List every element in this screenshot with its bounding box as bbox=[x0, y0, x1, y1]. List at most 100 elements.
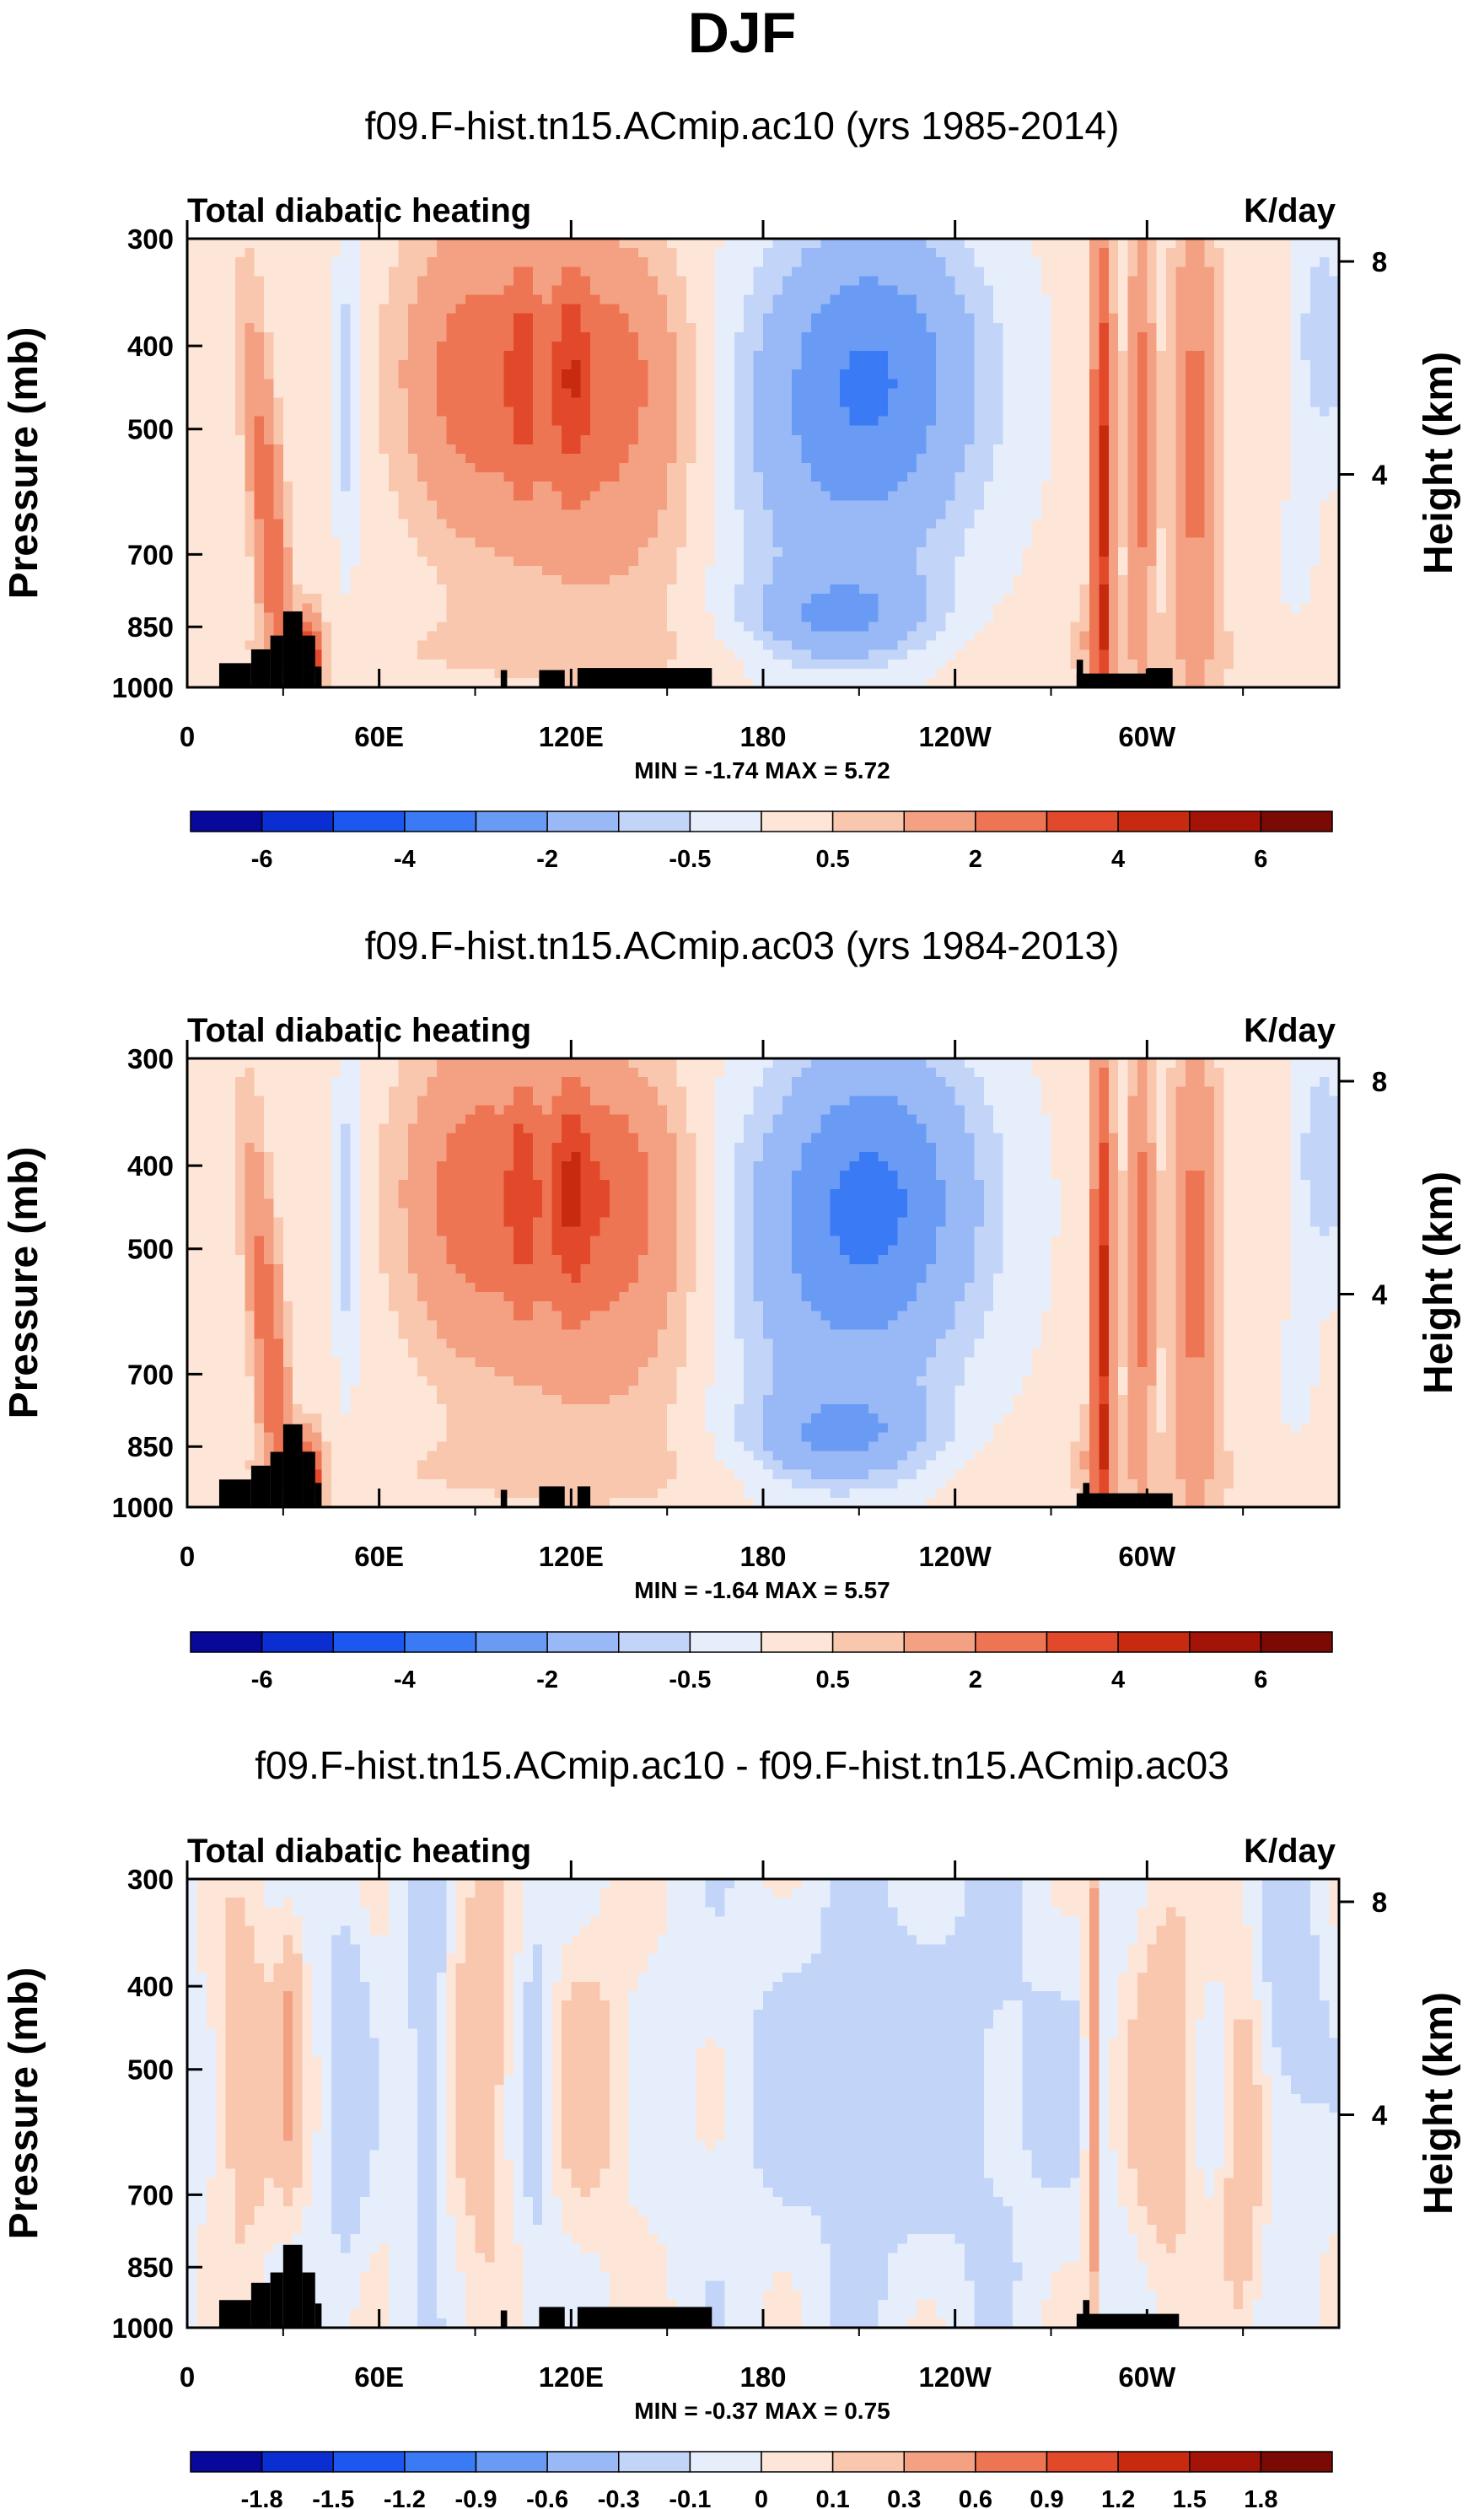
contour-cell bbox=[753, 659, 764, 670]
contour-cell bbox=[1060, 248, 1072, 258]
contour-cell bbox=[455, 463, 466, 473]
contour-cell bbox=[350, 407, 361, 417]
contour-cell bbox=[648, 659, 659, 670]
contour-cell bbox=[234, 463, 246, 473]
contour-cell bbox=[705, 285, 716, 296]
contour-cell bbox=[906, 434, 917, 445]
contour-cell bbox=[820, 304, 831, 315]
contour-cell bbox=[830, 351, 841, 361]
contour-cell bbox=[840, 369, 851, 380]
contour-cell bbox=[216, 369, 227, 380]
contour-cell bbox=[398, 594, 409, 605]
contour-cell bbox=[753, 565, 764, 576]
contour-cell bbox=[1147, 444, 1158, 455]
contour-cell bbox=[744, 491, 755, 502]
contour-cell bbox=[648, 322, 659, 333]
contour-cell bbox=[1099, 379, 1110, 390]
contour-cell bbox=[264, 546, 275, 557]
contour-cell bbox=[1137, 491, 1148, 502]
contour-cell bbox=[369, 331, 380, 342]
contour-cell bbox=[273, 584, 284, 595]
contour-cell bbox=[379, 482, 390, 493]
contour-cell bbox=[302, 463, 313, 473]
contour-cell bbox=[619, 416, 630, 427]
contour-cell bbox=[494, 444, 505, 455]
contour-cell bbox=[753, 584, 764, 595]
contour-cell bbox=[1175, 482, 1186, 493]
contour-cell bbox=[436, 546, 448, 557]
contour-cell bbox=[1156, 341, 1167, 352]
contour-cell bbox=[609, 425, 621, 436]
contour-cell bbox=[245, 509, 255, 520]
contour-cell bbox=[551, 575, 562, 585]
contour-cell bbox=[234, 546, 246, 557]
contour-cell bbox=[609, 322, 621, 333]
contour-cell bbox=[532, 537, 543, 548]
contour-cell bbox=[753, 575, 764, 585]
contour-cell bbox=[657, 304, 668, 315]
contour-cell bbox=[398, 360, 409, 370]
contour-cell bbox=[264, 453, 275, 464]
contour-cell bbox=[753, 379, 764, 390]
contour-cell bbox=[974, 388, 985, 399]
contour-cell bbox=[993, 584, 1004, 595]
contour-cell bbox=[763, 640, 774, 651]
contour-cell bbox=[590, 239, 601, 249]
contour-cell bbox=[341, 677, 352, 688]
contour-cell bbox=[849, 482, 860, 493]
contour-cell bbox=[600, 379, 610, 390]
contour-cell bbox=[273, 463, 284, 473]
contour-cell bbox=[858, 360, 870, 370]
contour-cell bbox=[753, 294, 764, 305]
contour-cell bbox=[840, 276, 851, 287]
contour-cell bbox=[1031, 360, 1042, 370]
contour-cell bbox=[1127, 313, 1138, 324]
contour-cell bbox=[772, 631, 783, 642]
contour-cell bbox=[1051, 304, 1062, 315]
contour-cell bbox=[264, 239, 275, 249]
contour-cell bbox=[273, 482, 284, 493]
contour-cell bbox=[1079, 313, 1090, 324]
contour-cell bbox=[1166, 472, 1177, 482]
contour-cell bbox=[926, 677, 937, 688]
contour-cell bbox=[1099, 341, 1110, 352]
contour-cell bbox=[1041, 341, 1052, 352]
contour-cell bbox=[657, 425, 668, 436]
contour-cell bbox=[974, 294, 985, 305]
contour-cell bbox=[1003, 537, 1014, 548]
contour-cell bbox=[1003, 565, 1014, 576]
contour-cell bbox=[245, 463, 255, 473]
contour-cell bbox=[494, 668, 505, 679]
contour-cell bbox=[849, 313, 860, 324]
contour-cell bbox=[763, 425, 774, 436]
contour-cell bbox=[1089, 416, 1100, 427]
contour-cell bbox=[321, 519, 332, 530]
contour-cell bbox=[1003, 491, 1014, 502]
contour-cell bbox=[609, 594, 621, 605]
contour-cell bbox=[379, 369, 390, 380]
contour-cell bbox=[1137, 388, 1148, 399]
contour-cell bbox=[1003, 425, 1014, 436]
contour-cell bbox=[523, 482, 534, 493]
contour-cell bbox=[887, 397, 899, 408]
contour-cell bbox=[696, 285, 707, 296]
contour-cell bbox=[225, 304, 236, 315]
contour-cell bbox=[513, 509, 524, 520]
contour-cell bbox=[216, 425, 227, 436]
contour-cell bbox=[696, 622, 707, 633]
contour-cell bbox=[772, 248, 783, 258]
contour-cell bbox=[609, 603, 621, 614]
contour-cell bbox=[772, 482, 783, 493]
contour-cell bbox=[734, 369, 745, 380]
contour-cell bbox=[628, 267, 639, 277]
contour-cell bbox=[234, 276, 246, 287]
contour-cell bbox=[849, 257, 860, 268]
contour-cell bbox=[196, 668, 207, 679]
contour-cell bbox=[282, 575, 294, 585]
contour-cell bbox=[331, 463, 341, 473]
contour-cell bbox=[686, 640, 697, 651]
contour-cell bbox=[551, 640, 562, 651]
contour-cell bbox=[494, 360, 505, 370]
contour-cell bbox=[389, 407, 400, 417]
contour-cell bbox=[494, 649, 505, 660]
